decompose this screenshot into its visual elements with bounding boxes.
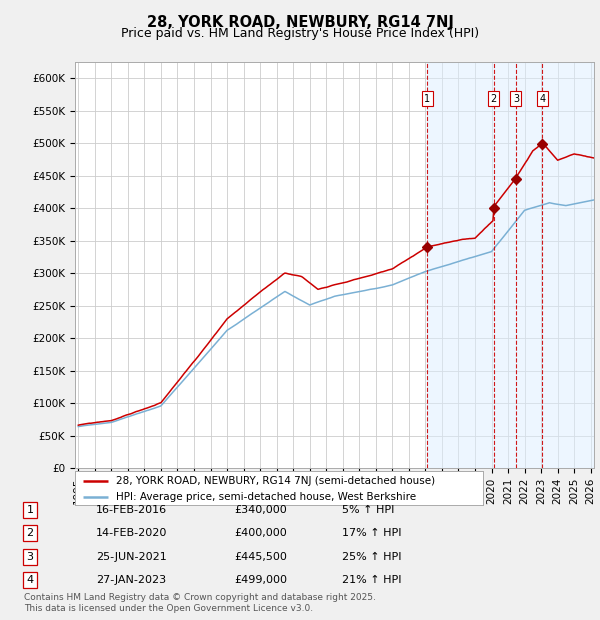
Text: 2: 2 (26, 528, 34, 538)
Text: 4: 4 (539, 94, 545, 104)
Text: £340,000: £340,000 (234, 505, 287, 515)
Text: 2: 2 (490, 94, 497, 104)
Text: 1: 1 (424, 94, 430, 104)
Text: Price paid vs. HM Land Registry's House Price Index (HPI): Price paid vs. HM Land Registry's House … (121, 27, 479, 40)
Text: 5% ↑ HPI: 5% ↑ HPI (342, 505, 394, 515)
Text: 16-FEB-2016: 16-FEB-2016 (96, 505, 167, 515)
Text: £400,000: £400,000 (234, 528, 287, 538)
Text: 27-JAN-2023: 27-JAN-2023 (96, 575, 166, 585)
Text: £499,000: £499,000 (234, 575, 287, 585)
Text: 17% ↑ HPI: 17% ↑ HPI (342, 528, 401, 538)
Text: 21% ↑ HPI: 21% ↑ HPI (342, 575, 401, 585)
Bar (427, 62, 594, 468)
Text: HPI: Average price, semi-detached house, West Berkshire: HPI: Average price, semi-detached house,… (116, 492, 416, 502)
Text: £445,500: £445,500 (234, 552, 287, 562)
Text: 14-FEB-2020: 14-FEB-2020 (96, 528, 167, 538)
Text: 1: 1 (26, 505, 34, 515)
Text: 25% ↑ HPI: 25% ↑ HPI (342, 552, 401, 562)
Text: 28, YORK ROAD, NEWBURY, RG14 7NJ: 28, YORK ROAD, NEWBURY, RG14 7NJ (146, 16, 454, 30)
Text: 4: 4 (26, 575, 34, 585)
Text: 3: 3 (513, 94, 519, 104)
Text: 28, YORK ROAD, NEWBURY, RG14 7NJ (semi-detached house): 28, YORK ROAD, NEWBURY, RG14 7NJ (semi-d… (116, 476, 435, 485)
Text: 25-JUN-2021: 25-JUN-2021 (96, 552, 167, 562)
Text: 3: 3 (26, 552, 34, 562)
Text: Contains HM Land Registry data © Crown copyright and database right 2025.
This d: Contains HM Land Registry data © Crown c… (24, 593, 376, 613)
